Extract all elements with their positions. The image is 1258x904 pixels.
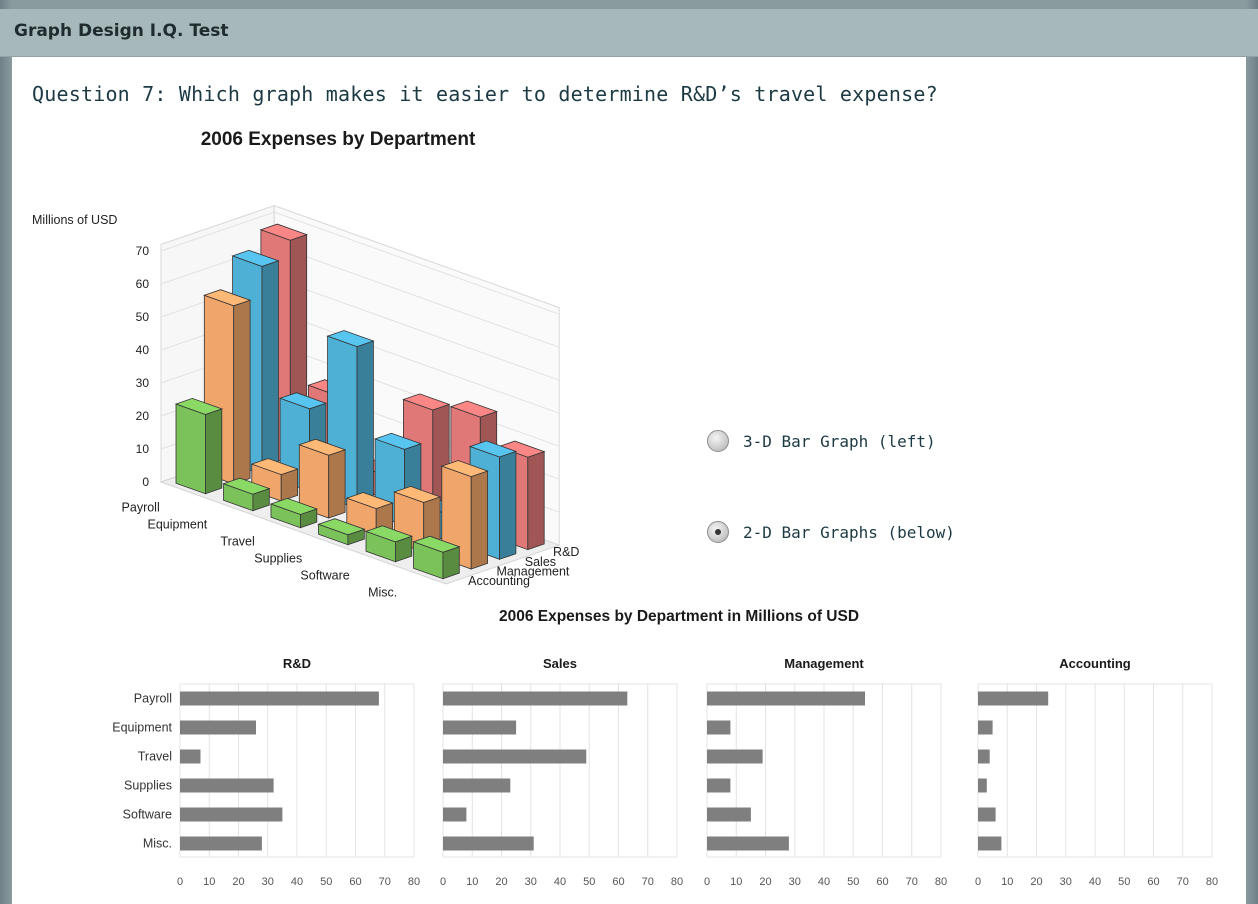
radio-2d-bar-graphs[interactable] [707, 521, 729, 543]
page-title: Graph Design I.Q. Test [14, 21, 229, 41]
header-bar: Graph Design I.Q. Test [0, 9, 1258, 57]
option-2d-label[interactable]: 2-D Bar Graphs (below) [743, 522, 955, 542]
question-text: Question 7: Which graph makes it easier … [32, 82, 938, 106]
option-3d-label[interactable]: 3-D Bar Graph (left) [743, 431, 936, 451]
content-panel [12, 57, 1246, 904]
option-3d-row[interactable]: 3-D Bar Graph (left) [707, 430, 936, 452]
option-2d-row[interactable]: 2-D Bar Graphs (below) [707, 521, 955, 543]
radio-3d-bar-graph[interactable] [707, 430, 729, 452]
